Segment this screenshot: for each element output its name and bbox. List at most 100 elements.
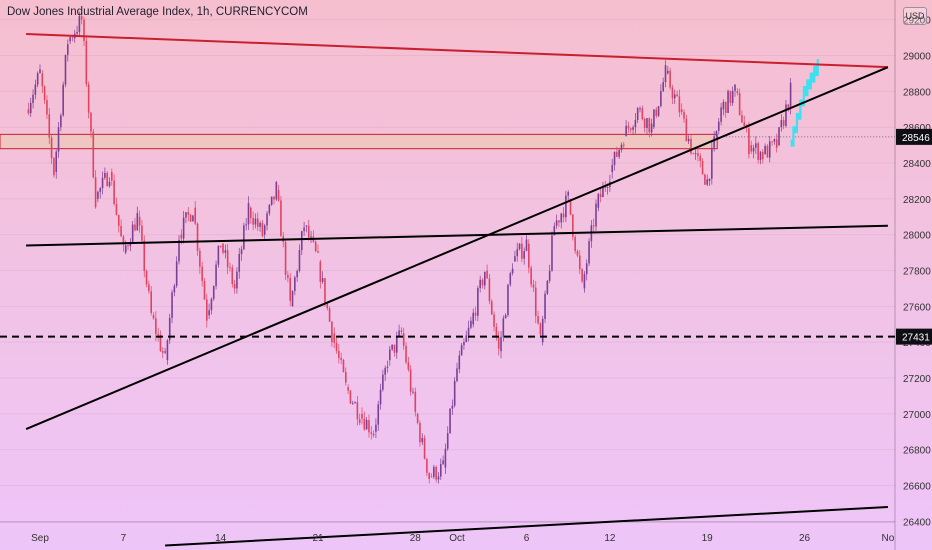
candle (266, 210, 268, 231)
candle-body (560, 213, 563, 223)
candle-body (136, 213, 139, 231)
candle-body (752, 147, 755, 152)
candle-body (122, 236, 125, 245)
candle-body (189, 214, 192, 222)
candle-body (694, 153, 697, 155)
candle (613, 151, 616, 171)
candle-body (724, 101, 727, 113)
candle-body (704, 174, 706, 185)
candle (641, 105, 644, 121)
candle-body (583, 274, 586, 289)
candle (467, 320, 470, 342)
candle (762, 148, 764, 164)
candle-body (597, 194, 600, 208)
candle (583, 271, 586, 293)
candle-body (750, 145, 753, 152)
candle (620, 142, 623, 153)
projection-bar (795, 112, 799, 134)
candle-body (310, 236, 312, 238)
candle-body (671, 87, 674, 99)
candle-body (273, 196, 275, 200)
candle-body (717, 121, 720, 131)
zone-layer (0, 133, 895, 150)
candle-body (486, 270, 488, 279)
candle-body (453, 381, 456, 406)
candle (347, 384, 349, 395)
projection-bar (806, 79, 809, 97)
candle (113, 174, 115, 206)
candle-body (676, 94, 678, 97)
candle (423, 434, 426, 460)
candle-body (76, 32, 78, 34)
candle (250, 206, 252, 224)
candle-body (687, 138, 690, 142)
candle (435, 465, 437, 483)
candle (727, 89, 729, 113)
candle (171, 289, 173, 324)
candle-body (143, 240, 146, 272)
candle (270, 196, 273, 206)
candle (331, 320, 333, 347)
currency-badge[interactable]: USD (903, 7, 927, 25)
candle (287, 270, 289, 283)
candle-body (755, 143, 757, 148)
candle (722, 99, 725, 116)
candle-body (405, 345, 407, 363)
candle-body (699, 155, 702, 161)
candle (729, 90, 732, 107)
candle (64, 54, 67, 88)
candle-body (50, 137, 53, 159)
candle (430, 473, 433, 478)
candle (129, 237, 132, 252)
time-axis[interactable]: Sep 7 14 21 28 Oct 6 12 19 26 No (0, 521, 895, 544)
candle (48, 107, 51, 145)
price-tick-label: 28800 (903, 87, 931, 98)
candle-body (106, 172, 108, 187)
candle (324, 277, 326, 307)
candle (778, 126, 780, 147)
candle-body (291, 290, 294, 307)
candle (711, 141, 713, 185)
candle (280, 196, 282, 237)
candle-body (180, 234, 183, 239)
candle-body (623, 144, 625, 146)
candle-body (734, 84, 736, 91)
candle-body (444, 448, 447, 468)
candle-body (345, 372, 347, 383)
candle (653, 109, 655, 129)
drawn-trendlines (0, 33, 895, 547)
candle-body (134, 224, 136, 231)
price-axis[interactable]: 2640026600268002700027200274002760027800… (894, 0, 932, 550)
candle-body (78, 16, 81, 33)
price-tick-label: 29000 (903, 52, 931, 63)
price-tick-label: 26600 (903, 482, 931, 493)
candle-body (484, 271, 486, 286)
candle (87, 81, 90, 119)
candle (62, 81, 64, 117)
candle-body (94, 177, 97, 208)
candle (650, 118, 653, 137)
candle-body (210, 298, 213, 311)
candle (212, 285, 215, 301)
time-tick-label: 6 (524, 533, 530, 544)
candle (375, 418, 377, 438)
candle-body (375, 424, 377, 432)
candle (690, 135, 692, 155)
candle (368, 414, 370, 438)
candle (592, 218, 595, 234)
candle-body (256, 218, 259, 227)
candle-body (389, 349, 391, 361)
candle-body (467, 327, 470, 336)
candle (196, 222, 199, 256)
candle-body (280, 200, 282, 237)
candle (493, 311, 495, 332)
candle (428, 472, 430, 484)
candle (275, 180, 278, 201)
candle-body (261, 222, 264, 236)
candle (750, 140, 753, 154)
candle-body (625, 125, 627, 137)
candle (305, 224, 308, 233)
candle-body (618, 149, 620, 157)
projection-bar (811, 72, 814, 83)
